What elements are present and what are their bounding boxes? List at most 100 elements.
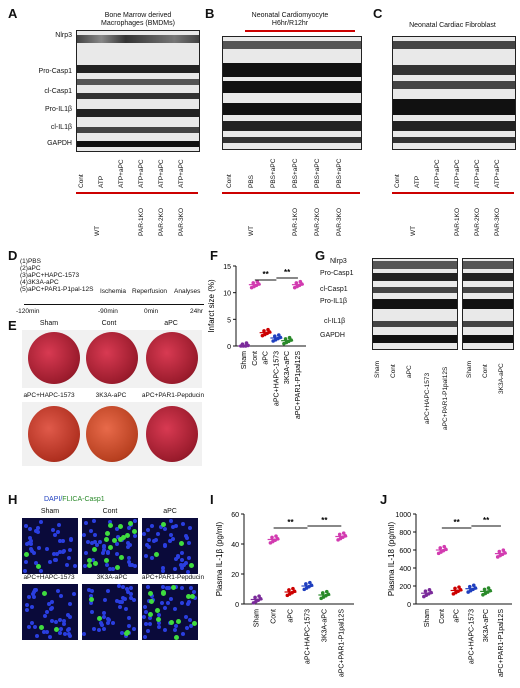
flica-dot xyxy=(190,594,196,600)
flica-dot xyxy=(108,523,114,529)
nucleus-dot xyxy=(106,550,111,555)
nucleus-dot xyxy=(102,545,107,550)
nucleus-dot xyxy=(47,560,52,565)
nucleus-dot xyxy=(90,609,95,614)
nucleus-dot xyxy=(54,620,59,625)
nucleus-dot xyxy=(68,538,73,543)
nucleus-dot xyxy=(120,630,125,635)
category-label: 3K3A-aPC xyxy=(321,609,328,642)
nucleus-dot xyxy=(160,569,165,574)
data-point xyxy=(262,329,266,333)
data-point xyxy=(253,595,257,600)
nucleus-dot xyxy=(89,540,94,545)
nucleus-dot xyxy=(99,621,104,626)
panel-c-title: Neonatal Cardiac Fibroblast xyxy=(409,22,496,29)
chart-f: 0 5 10 15 Infarct size (%) Sham Cont aPC aPC+HAP… xyxy=(207,264,306,419)
y-axis-label: Plasma IL-1β (pg/ml) xyxy=(215,521,224,596)
nucleus-dot xyxy=(142,614,147,619)
nucleus-dot xyxy=(127,624,132,629)
nucleus-dot xyxy=(146,527,151,532)
data-point xyxy=(283,337,288,341)
nucleus-dot xyxy=(92,519,97,524)
nucleus-dot xyxy=(58,539,63,544)
y-tick-label: 60 xyxy=(231,512,239,519)
nucleus-dot xyxy=(143,554,148,559)
panel-d-time-4: 24hr xyxy=(190,308,204,315)
nucleus-dot xyxy=(184,561,189,566)
nucleus-dot xyxy=(31,592,36,597)
fluorescence-image xyxy=(142,518,198,574)
data-point xyxy=(244,341,249,345)
panel-a-lane-labels: Cont ATP ATP+aPC ATP+aPC ATP+aPC ATP+aPC xyxy=(78,159,185,188)
nucleus-dot xyxy=(53,557,58,562)
nucleus-dot xyxy=(124,587,129,592)
flica-dot xyxy=(103,558,109,564)
panel-b-genotypes: WT PAR-1KO PAR-2KO PAR-3KO xyxy=(248,207,343,236)
nucleus-dot xyxy=(29,538,34,543)
nucleus-dot xyxy=(118,604,123,609)
flica-dot xyxy=(186,593,192,599)
y-tick-label: 400 xyxy=(399,566,411,573)
nucleus-dot xyxy=(61,550,66,555)
category-label: aPC xyxy=(288,609,295,623)
flica-dot xyxy=(192,620,198,626)
category-label: aPC+HAPC-1573 xyxy=(468,609,475,664)
nucleus-dot xyxy=(28,535,33,540)
nucleus-dot xyxy=(66,627,71,632)
nucleus-dot xyxy=(95,542,100,547)
nucleus-dot xyxy=(184,614,189,619)
nucleus-dot xyxy=(161,585,166,590)
nucleus-dot xyxy=(29,605,34,610)
nucleus-dot xyxy=(62,622,67,627)
panel-a-red-line xyxy=(76,192,198,194)
flica-dot xyxy=(118,554,124,560)
flica-dot xyxy=(114,564,120,570)
nucleus-dot xyxy=(168,533,173,538)
category-label: 3K3A-aPC xyxy=(284,351,291,384)
data-point xyxy=(270,535,274,540)
panel-h-label-pepducin: aPC+PAR1-Pepducin xyxy=(141,574,205,581)
nucleus-dot xyxy=(146,598,151,603)
nucleus-dot xyxy=(91,626,96,631)
nucleus-dot xyxy=(49,599,54,604)
nucleus-dot xyxy=(180,558,185,563)
significance-label: ** xyxy=(321,516,328,525)
nucleus-dot xyxy=(132,563,137,568)
nucleus-dot xyxy=(193,595,198,600)
nucleus-dot xyxy=(170,536,175,541)
nucleus-dot xyxy=(51,528,56,533)
nucleus-dot xyxy=(150,524,155,529)
nucleus-dot xyxy=(61,618,66,623)
nucleus-dot xyxy=(105,621,110,626)
data-point xyxy=(320,591,325,595)
nucleus-dot xyxy=(64,563,69,568)
nucleus-dot xyxy=(48,634,53,639)
data-point xyxy=(287,588,291,592)
panel-letter-h: H xyxy=(8,492,18,507)
panel-letter-g: G xyxy=(315,248,326,263)
nucleus-dot xyxy=(121,596,126,601)
nucleus-dot xyxy=(189,586,194,591)
nucleus-dot xyxy=(150,594,155,599)
nucleus-dot xyxy=(114,551,119,556)
nucleus-dot xyxy=(35,526,40,531)
panel-d-groups: (1)PBS (2)aPC (3)aPC+HAPC-1573 (4)3K3A-a… xyxy=(20,258,94,293)
data-point xyxy=(266,327,270,332)
data-point xyxy=(276,333,281,337)
panel-letter-f: F xyxy=(210,248,218,263)
nucleus-dot xyxy=(115,541,120,546)
nucleus-dot xyxy=(99,623,104,628)
nucleus-dot xyxy=(186,540,191,545)
nucleus-dot xyxy=(27,625,32,630)
flica-dot xyxy=(117,523,123,529)
nucleus-dot xyxy=(163,628,168,633)
flica-dot xyxy=(147,612,153,618)
data-point xyxy=(501,548,506,553)
nucleus-dot xyxy=(89,600,94,605)
flica-dot xyxy=(132,528,138,534)
data-point xyxy=(324,589,329,594)
nucleus-dot xyxy=(163,543,168,548)
nucleus-dot xyxy=(115,534,120,539)
nucleus-dot xyxy=(163,606,168,611)
nucleus-dot xyxy=(37,545,42,550)
